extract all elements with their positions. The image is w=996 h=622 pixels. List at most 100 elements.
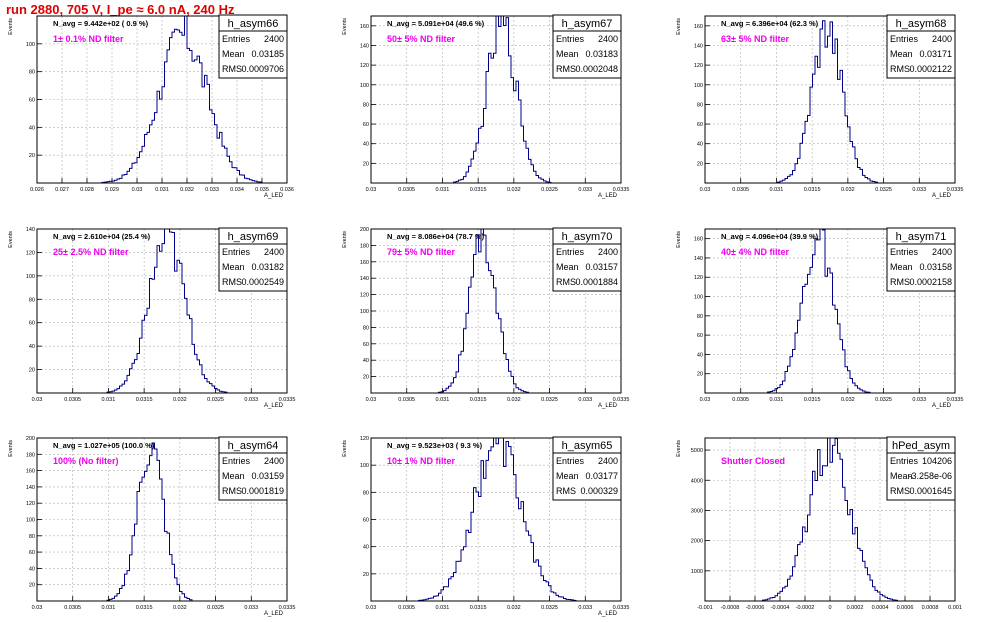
- y-tick-label: 180: [26, 452, 35, 458]
- stats-entries-label: Entries: [222, 456, 251, 466]
- y-axis-label: Events: [676, 18, 682, 35]
- y-tick-label: 120: [360, 63, 369, 69]
- y-tick-label: 160: [360, 24, 369, 30]
- x-tick-label: 0.0305: [732, 397, 749, 403]
- y-tick-label: 120: [694, 275, 703, 281]
- stats-box-frame: [886, 14, 956, 79]
- y-tick-label: 20: [697, 372, 703, 378]
- navg-label: N_avg = 4.096e+04 (39.9 %): [721, 232, 819, 241]
- y-tick-label: 60: [697, 333, 703, 339]
- y-axis-label: Events: [342, 440, 348, 457]
- filter-annotation: 63± 5% ND filter: [721, 34, 789, 44]
- x-tick-label: 0.0335: [613, 397, 630, 403]
- y-tick-label: 40: [363, 545, 369, 551]
- y-tick-label: 60: [29, 321, 35, 327]
- y-tick-label: 120: [360, 293, 369, 299]
- x-tick-label: 0.032: [841, 187, 855, 193]
- x-tick-label: -0.001: [697, 605, 713, 611]
- x-tick-label: 0.032: [507, 605, 521, 611]
- y-tick-label: 120: [694, 63, 703, 69]
- y-tick-label: 140: [26, 485, 35, 491]
- x-axis-label: A_LED: [598, 193, 618, 199]
- panel-h_asym71: 0.03 0.0305 0.031 0.0315 0.032 0.0325 0.033 0.0…: [676, 227, 963, 409]
- x-tick-label: 0.029: [105, 187, 119, 193]
- navg-label: N_avg = 5.091e+04 (49.6 %): [387, 19, 485, 28]
- stats-rms-value: 0.0002122: [909, 64, 952, 74]
- stats-mean-label: Mean: [556, 471, 579, 481]
- y-tick-label: 4000: [691, 478, 703, 484]
- x-tick-label: 0.026: [30, 187, 44, 193]
- x-tick-label: 0.03: [366, 605, 377, 611]
- stats-rms-value: 0.0009706: [241, 64, 284, 74]
- stats-box-frame: [552, 227, 622, 292]
- histogram-name: h_asym67: [562, 18, 613, 30]
- x-tick-label: 0.03: [132, 187, 143, 193]
- x-tick-label: 0.03: [32, 397, 43, 403]
- stats-entries-value: 2400: [264, 456, 284, 466]
- x-tick-label: 0.0325: [207, 397, 224, 403]
- stats-entries-label: Entries: [556, 247, 585, 257]
- histogram-name: h_asym66: [228, 18, 279, 30]
- y-tick-label: 20: [29, 583, 35, 589]
- stats-rms-label: RMS: [556, 277, 576, 287]
- stats-box: h_asym64 Entries 2400 Mean 0.03159 RMS 0.00018…: [218, 436, 288, 501]
- histogram-line: [705, 437, 955, 602]
- stats-box-frame: [552, 436, 622, 501]
- x-tick-label: 0.032: [507, 397, 521, 403]
- stats-entries-value: 2400: [932, 247, 952, 257]
- x-tick-label: 0.031: [770, 187, 784, 193]
- histogram-name: h_asym71: [896, 231, 947, 243]
- stats-rms-value: 0.0001884: [575, 277, 618, 287]
- y-tick-label: 1000: [691, 569, 703, 575]
- stats-mean-label: Mean: [556, 49, 579, 59]
- x-tick-label: 0.0002: [847, 605, 864, 611]
- stats-entries-label: Entries: [222, 34, 251, 44]
- stats-entries-label: Entries: [890, 456, 919, 466]
- x-tick-label: 0.032: [180, 187, 194, 193]
- stats-mean-value: 0.03159: [251, 471, 284, 481]
- x-tick-label: -0.0008: [721, 605, 740, 611]
- y-tick-label: 2000: [691, 539, 703, 545]
- x-tick-label: 0.0335: [613, 605, 630, 611]
- stats-rms-label: RMS: [890, 64, 910, 74]
- stats-rms-label: RMS: [556, 64, 576, 74]
- stats-box-frame: [886, 436, 956, 501]
- stats-rms-label: RMS: [222, 486, 242, 496]
- y-tick-label: 100: [360, 83, 369, 89]
- stats-rms-label: RMS: [222, 64, 242, 74]
- filter-annotation: 1± 0.1% ND filter: [53, 34, 124, 44]
- y-axis-label: Events: [8, 18, 14, 35]
- y-tick-label: 120: [26, 501, 35, 507]
- x-tick-label: -0.0006: [746, 605, 765, 611]
- x-tick-label: -0.0004: [771, 605, 790, 611]
- x-tick-label: 0.03: [366, 187, 377, 193]
- stats-mean-label: Mean: [556, 262, 579, 272]
- y-axis-label: Events: [676, 231, 682, 248]
- x-tick-label: 0.033: [912, 187, 926, 193]
- panel-h_asym64: 0.03 0.0305 0.031 0.0315 0.032 0.0325 0.033 0.0…: [8, 436, 295, 617]
- histogram-name: h_asym69: [228, 231, 279, 243]
- x-tick-label: 0.033: [578, 605, 592, 611]
- x-tick-label: 0.033: [244, 397, 258, 403]
- stats-mean-label: Mean: [222, 471, 245, 481]
- y-tick-label: 160: [694, 24, 703, 30]
- x-tick-label: 0.031: [770, 397, 784, 403]
- panel-h_asym68: 0.03 0.0305 0.031 0.0315 0.032 0.0325 0.033 0.0…: [676, 14, 963, 199]
- stats-entries-value: 2400: [264, 247, 284, 257]
- x-tick-label: 0.0325: [541, 187, 558, 193]
- x-tick-label: 0.031: [102, 397, 116, 403]
- y-tick-label: 3000: [691, 508, 703, 514]
- x-tick-label: -0.0002: [796, 605, 815, 611]
- stats-entries-value: 2400: [598, 34, 618, 44]
- stats-entries-value: 2400: [264, 34, 284, 44]
- stats-entries-value: 2400: [598, 456, 618, 466]
- stats-box: h_asym71 Entries 2400 Mean 0.03158 RMS 0.00021…: [886, 227, 956, 292]
- stats-box: h_asym67 Entries 2400 Mean 0.03183 RMS 0.00020…: [552, 14, 622, 79]
- y-tick-label: 80: [363, 102, 369, 108]
- stats-box-frame: [218, 227, 288, 292]
- plot-frame: [704, 228, 956, 394]
- x-tick-label: 0.0315: [804, 187, 821, 193]
- stats-entries-value: 104206: [922, 456, 952, 466]
- y-tick-label: 80: [363, 490, 369, 496]
- x-tick-label: 0.0004: [872, 605, 889, 611]
